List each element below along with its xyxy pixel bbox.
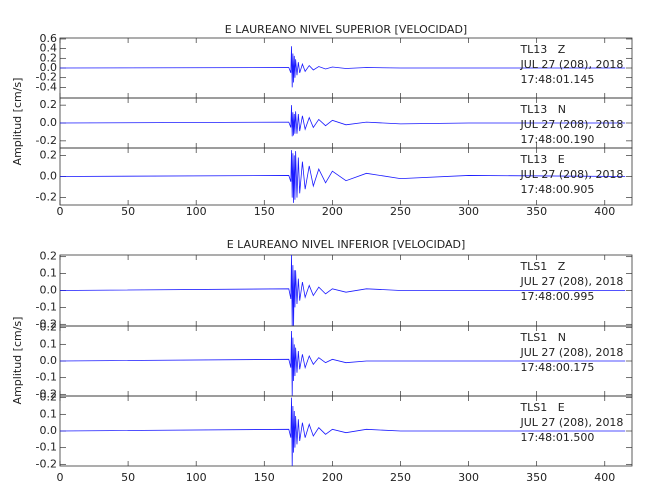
x-tick-label: 300 xyxy=(458,205,479,218)
time-label: 17:48:01.500 xyxy=(520,431,594,444)
y-axis-label: Amplitud [cm/s] xyxy=(11,317,24,405)
trace xyxy=(60,255,626,326)
x-tick-label: 250 xyxy=(390,471,411,484)
x-tick-label: 400 xyxy=(594,205,615,218)
y-tick-label: 0.4 xyxy=(40,42,58,55)
y-tick-label: -0.1 xyxy=(36,441,57,454)
x-tick-label: 300 xyxy=(458,471,479,484)
y-tick-label: 0.0 xyxy=(40,170,58,183)
x-tick-label: 200 xyxy=(322,205,343,218)
y-tick-label: 0.0 xyxy=(40,424,58,437)
y-tick-label: 0.2 xyxy=(40,98,58,111)
x-tick-label: 100 xyxy=(186,205,207,218)
chart-title: E LAUREANO NIVEL INFERIOR [VELOCIDAD] xyxy=(227,238,466,251)
y-tick-label: -0.1 xyxy=(36,371,57,384)
date-label: JUL 27 (208), 2018 xyxy=(519,118,623,131)
station-label: TLS1 Z xyxy=(519,260,565,273)
time-label: 17:48:00.905 xyxy=(520,183,594,196)
y-tick-label: 0.6 xyxy=(40,32,58,45)
date-label: JUL 27 (208), 2018 xyxy=(519,346,623,359)
time-label: 17:48:00.190 xyxy=(520,133,594,146)
chart-title: E LAUREANO NIVEL SUPERIOR [VELOCIDAD] xyxy=(225,23,467,36)
y-tick-label: 0.0 xyxy=(40,61,58,74)
y-tick-label: -0.1 xyxy=(36,300,57,313)
x-tick-label: 0 xyxy=(57,471,64,484)
x-tick-label: 400 xyxy=(594,471,615,484)
y-tick-label: -0.2 xyxy=(36,191,57,204)
time-label: 17:48:00.175 xyxy=(520,361,594,374)
x-tick-label: 200 xyxy=(322,471,343,484)
time-label: 17:48:01.145 xyxy=(520,73,594,86)
y-tick-label: 0.0 xyxy=(40,284,58,297)
station-label: TL13 N xyxy=(519,103,566,116)
y-axis-label: Amplitud [cm/s] xyxy=(11,78,24,166)
date-label: JUL 27 (208), 2018 xyxy=(519,416,623,429)
trace xyxy=(60,397,626,466)
y-tick-label: -0.2 xyxy=(36,317,57,330)
trace xyxy=(60,46,626,88)
station-label: TLS1 E xyxy=(519,401,564,414)
x-tick-label: 100 xyxy=(186,471,207,484)
trace xyxy=(60,105,626,137)
y-tick-label: 0.1 xyxy=(40,407,58,420)
y-tick-label: -0.2 xyxy=(36,134,57,147)
y-tick-label: 0.1 xyxy=(40,337,58,350)
y-tick-label: -0.2 xyxy=(36,387,57,400)
date-label: JUL 27 (208), 2018 xyxy=(519,58,623,71)
x-tick-label: 50 xyxy=(121,471,135,484)
station-label: TLS1 N xyxy=(519,331,566,344)
x-tick-label: 350 xyxy=(526,205,547,218)
time-label: 17:48:00.995 xyxy=(520,290,594,303)
station-label: TL13 Z xyxy=(519,43,565,56)
y-tick-label: 0.0 xyxy=(40,116,58,129)
x-tick-label: 50 xyxy=(121,205,135,218)
y-tick-label: -0.2 xyxy=(36,71,57,84)
y-tick-label: 0.0 xyxy=(40,354,58,367)
y-tick-label: 0.2 xyxy=(40,321,58,334)
x-tick-label: 150 xyxy=(254,471,275,484)
station-label: TL13 E xyxy=(519,153,564,166)
date-label: JUL 27 (208), 2018 xyxy=(519,168,623,181)
y-tick-label: 0.2 xyxy=(40,391,58,404)
y-tick-label: 0.2 xyxy=(40,51,58,64)
y-tick-label: 0.2 xyxy=(40,250,58,263)
y-tick-label: -0.2 xyxy=(36,457,57,470)
trace xyxy=(60,150,626,203)
y-tick-label: -0.4 xyxy=(36,80,57,93)
x-tick-label: 250 xyxy=(390,205,411,218)
x-tick-label: 0 xyxy=(57,205,64,218)
y-tick-label: 0.1 xyxy=(40,267,58,280)
y-tick-label: 0.2 xyxy=(40,148,58,161)
x-tick-label: 150 xyxy=(254,205,275,218)
trace xyxy=(60,330,626,396)
x-tick-label: 350 xyxy=(526,471,547,484)
date-label: JUL 27 (208), 2018 xyxy=(519,275,623,288)
